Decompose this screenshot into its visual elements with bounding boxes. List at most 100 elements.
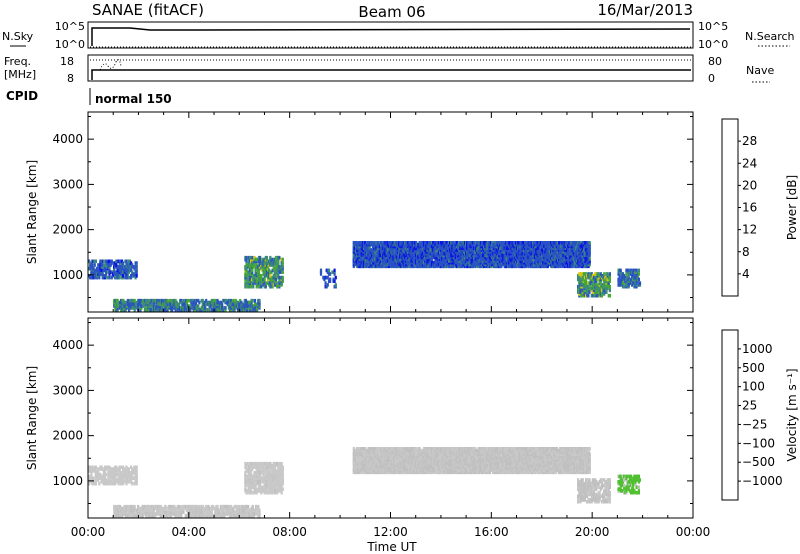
echo-cell [150,504,153,509]
echo-cell [245,467,248,471]
echo-cell [92,275,95,280]
echo-cell [334,275,337,280]
echo-cell [117,504,120,509]
echo-cell [248,259,251,264]
echo-cell [154,504,157,509]
echo-cell [603,277,606,282]
echo-cell [594,277,597,282]
echo-cell [150,510,153,514]
echo-cell [489,246,493,250]
echo-cell [230,513,233,518]
echo-cell [450,241,453,245]
echo-cell [367,264,370,269]
echo-cell [271,268,274,273]
echo-cell [577,274,580,278]
echo-cell [244,513,247,518]
echo-cell [269,478,272,482]
echo-cell [559,241,562,245]
echo-cell [125,465,128,470]
echo-cell [157,304,160,308]
echo-cell [231,300,234,305]
echo-cell [247,274,250,278]
echo-cell [97,467,100,471]
echo-cell [206,307,209,312]
echo-cell [476,262,479,267]
echo-cell [625,277,628,282]
echo-cell [446,255,449,260]
echo-cell [280,281,283,285]
freq-unit-label: [MHz] [4,68,36,81]
echo-cell [105,270,108,274]
echo-cell [265,268,268,273]
echo-cell [417,242,420,247]
echo-cell [628,281,631,285]
echo-cell [243,510,246,514]
echo-cell [483,241,486,245]
echo-cell [585,259,588,263]
echo-cell [166,306,169,310]
echo-cell [200,306,203,310]
echo-cell [196,298,199,303]
echo-cell [244,483,247,488]
echo-cell [93,263,96,267]
echo-cell [115,469,118,473]
echo-cell [538,248,541,252]
echo-cell [446,242,449,247]
echo-cell [214,298,217,303]
echo-cell [274,255,278,260]
echo-cell [140,298,143,303]
echo-cell [377,241,380,245]
echo-cell [216,306,219,310]
echo-cell [180,306,183,310]
echo-cell [604,275,607,280]
echo-cell [155,512,158,516]
echo-cell [255,474,258,479]
echo-cell [584,255,587,260]
echo-cell [262,472,265,477]
echo-cell [633,277,636,282]
echo-cell [472,246,476,250]
echo-cell [251,298,254,303]
echo-cell [550,259,553,263]
echo-cell [226,504,229,509]
noise-tick-top-left: 10^5 [55,20,85,33]
echo-cell [218,512,221,516]
echo-cell [243,513,246,518]
echo-cell [585,281,588,285]
echo-cell [99,263,102,267]
echo-cell [105,263,108,267]
echo-cell [619,279,622,283]
echo-cell [584,248,587,252]
echo-cell [598,292,601,296]
echo-cell [453,255,456,260]
echo-cell [122,263,125,267]
echo-cell [123,471,126,475]
echo-cell [396,255,400,260]
echo-cell [163,513,166,518]
echo-cell [260,485,263,489]
echo-cell [99,465,102,470]
echo-cell [522,241,525,245]
echo-cell [265,272,268,276]
echo-cell [133,298,136,303]
echo-cell [426,241,429,245]
echo-cell [440,241,443,245]
echo-cell [247,478,250,482]
echo-cell [98,481,101,486]
echo-cell [360,264,363,269]
echo-cell [274,461,278,466]
echo-cell [255,272,258,276]
echo-cell [183,307,186,312]
echo-cell [154,298,157,303]
echo-cell [585,255,588,260]
plot-frame-power [87,111,694,313]
echo-cell [440,262,443,267]
echo-cell [249,306,252,310]
echo-cell [102,472,105,477]
echo-cell [364,255,367,260]
echo-cell [367,257,370,261]
echo-cell [219,512,222,516]
echo-cell [353,241,356,245]
echo-cell [436,257,439,261]
